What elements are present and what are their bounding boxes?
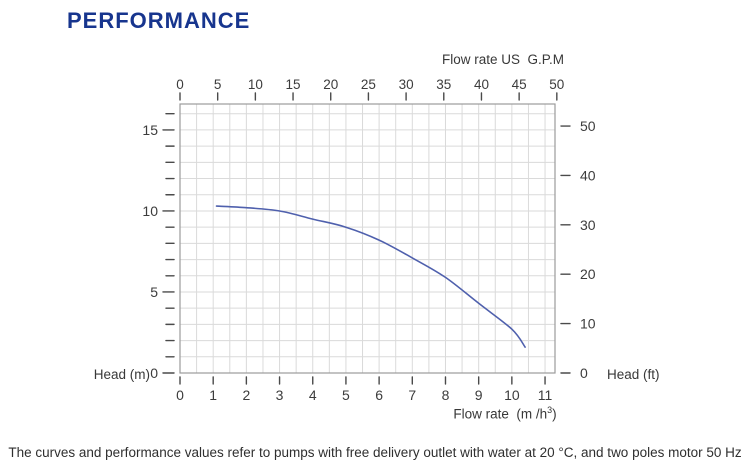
svg-text:15: 15 [142, 122, 158, 138]
svg-text:6: 6 [375, 387, 383, 403]
svg-text:20: 20 [580, 266, 596, 282]
right-axis-ticks: 0 10 20 30 40 50 [560, 118, 596, 381]
plot-grid [180, 104, 555, 373]
svg-text:7: 7 [408, 387, 416, 403]
svg-text:10: 10 [580, 316, 596, 332]
left-axis-ticks: 0 5 10 15 [142, 113, 175, 381]
svg-text:9: 9 [475, 387, 483, 403]
bottom-axis-label-text: Flow rate (m /h [453, 406, 548, 422]
svg-text:30: 30 [399, 77, 414, 92]
svg-text:0: 0 [176, 387, 184, 403]
svg-text:4: 4 [309, 387, 317, 403]
svg-text:20: 20 [323, 77, 338, 92]
svg-text:1: 1 [209, 387, 217, 403]
svg-text:5: 5 [214, 77, 222, 92]
svg-text:35: 35 [436, 77, 451, 92]
right-axis-label: Head (ft) [607, 367, 660, 382]
svg-text:0: 0 [176, 77, 184, 92]
svg-text:10: 10 [142, 203, 158, 219]
top-axis-label: Flow rate US G.P.M [441, 52, 565, 67]
svg-text:50: 50 [580, 118, 596, 134]
svg-text:10: 10 [504, 387, 520, 403]
svg-text:3: 3 [276, 387, 284, 403]
head-vs-flow-curve [215, 205, 526, 348]
svg-text:11: 11 [538, 387, 553, 403]
svg-text:40: 40 [474, 77, 489, 92]
svg-text:15: 15 [286, 77, 301, 92]
svg-text:25: 25 [361, 77, 376, 92]
page-title: PERFORMANCE [67, 8, 251, 33]
top-axis-ticks: 0 5 10 15 20 25 30 35 40 45 50 [176, 77, 564, 101]
svg-text:45: 45 [512, 77, 527, 92]
svg-text:0: 0 [150, 365, 158, 381]
bottom-axis-label: Flow rate (m /h3) [420, 405, 590, 422]
svg-text:8: 8 [442, 387, 450, 403]
bottom-axis-label-sup: 3 [547, 405, 553, 415]
svg-text:2: 2 [242, 387, 250, 403]
bottom-axis-label-close: ) [552, 406, 557, 422]
footer-note: The curves and performance values refer … [8, 445, 742, 460]
svg-text:50: 50 [549, 77, 564, 92]
svg-text:0: 0 [580, 365, 588, 381]
svg-text:30: 30 [580, 217, 596, 233]
svg-text:10: 10 [248, 77, 263, 92]
bottom-axis-ticks: 0 1 2 3 4 5 6 7 8 9 10 11 [176, 376, 553, 403]
plot-border [179, 103, 556, 374]
svg-text:40: 40 [580, 167, 596, 183]
svg-text:5: 5 [150, 284, 158, 300]
left-axis-label: Head (m) [93, 367, 150, 382]
svg-text:5: 5 [342, 387, 350, 403]
